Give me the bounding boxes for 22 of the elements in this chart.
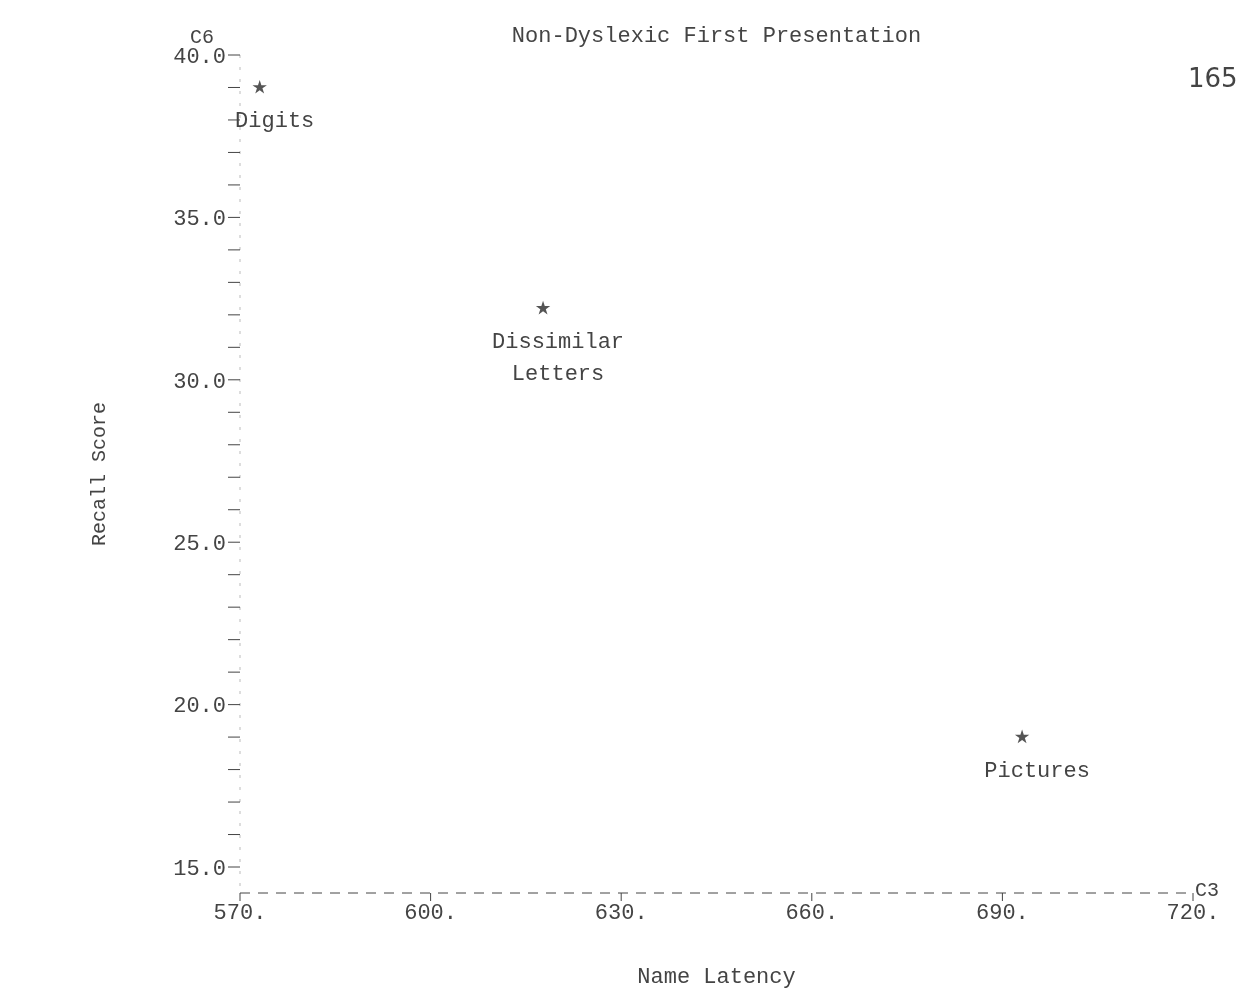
y-axis-title: Recall Score <box>88 401 112 547</box>
y-tick-label: 30.0 <box>173 369 226 395</box>
annotation: 165 <box>1188 63 1238 93</box>
annotation: Dissimilar Letters <box>492 330 625 388</box>
x-tick-label: 720. <box>1166 900 1220 926</box>
x-tick-label: 600. <box>404 900 458 926</box>
annotation: Pictures <box>984 759 1090 785</box>
x-axis-title: Name Latency <box>637 965 796 990</box>
y-tick-label: 35.0 <box>173 207 226 233</box>
point <box>535 300 551 315</box>
annotation: Digits <box>235 109 315 135</box>
chart-title: Non-Dyslexic First Presentation <box>510 24 923 49</box>
x-tick-label: 690. <box>975 900 1029 926</box>
y-tick-label: 20.0 <box>173 694 226 720</box>
x-tick-label: 570. <box>213 900 267 926</box>
x-tick-label: 630. <box>594 900 648 926</box>
x-tick-label: 660. <box>785 900 839 926</box>
point <box>1014 729 1030 744</box>
text: C3 <box>1195 879 1220 902</box>
point <box>252 79 267 94</box>
y-tick-label: 15.0 <box>173 856 226 882</box>
y-tick-label: 25.0 <box>173 532 226 558</box>
